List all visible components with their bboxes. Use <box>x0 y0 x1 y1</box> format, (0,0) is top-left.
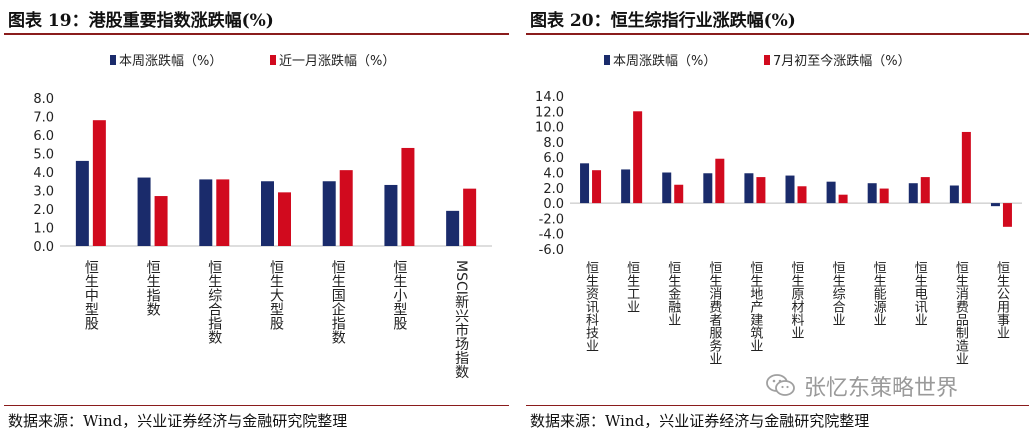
right-bar-week-2 <box>662 172 672 204</box>
right-bar-chart: 本周涨跌幅（%） 7月初至今涨跌幅（%） 14.012.010.08.06.04.0… <box>535 53 1022 365</box>
left-bar-period-1 <box>154 196 168 246</box>
left-bar-period-5 <box>401 147 415 246</box>
right-category-label: 恒生能源业 <box>871 261 887 326</box>
right-bar-period-9 <box>961 131 971 204</box>
right-category-label: 恒生地产建筑业 <box>747 261 763 352</box>
left-bar-period-3 <box>278 192 291 246</box>
left-ytick-label: 1.0 <box>33 222 54 237</box>
right-legend-swatch-1 <box>764 55 770 65</box>
right-bar-period-7 <box>879 188 889 204</box>
right-bar-period-2 <box>674 184 684 204</box>
right-bar-week-8 <box>908 183 918 204</box>
left-category-label: 恒生综合指数 <box>206 260 222 344</box>
right-ytick-label: 2.0 <box>543 182 564 197</box>
right-category-label: 恒生综合业 <box>830 261 846 326</box>
right-bar-week-1 <box>621 169 631 204</box>
right-bar-week-10 <box>990 203 1000 207</box>
right-bar-week-4 <box>744 173 754 204</box>
left-bar-week-2 <box>199 179 213 246</box>
right-source-rule <box>526 405 1029 406</box>
right-bar-period-5 <box>797 186 807 204</box>
right-bar-week-0 <box>580 163 590 204</box>
right-bar-week-6 <box>826 181 836 204</box>
watermark: 张忆东策略世界 <box>766 371 958 401</box>
left-bar-week-3 <box>261 181 274 246</box>
left-category-label: 恒生小型股 <box>391 260 407 331</box>
right-bar-week-9 <box>949 185 959 204</box>
right-bar-period-3 <box>715 158 725 204</box>
right-title-rule <box>526 33 1029 35</box>
left-category-label: 恒生指数 <box>145 260 161 316</box>
left-title-rule <box>4 33 509 35</box>
left-ytick-label: 5.0 <box>33 148 54 163</box>
left-ytick-label: 4.0 <box>33 166 54 181</box>
right-category-label: 恒生消费者服务业 <box>706 261 722 365</box>
right-legend-label-1: 7月初至今涨跌幅（%） <box>773 53 911 69</box>
right-ytick-label: 4.0 <box>543 167 564 182</box>
right-bar-period-8 <box>920 177 930 204</box>
left-category-label: MSCI新兴市场指数 <box>453 260 469 379</box>
left-legend-swatch-1 <box>270 55 276 65</box>
right-bar-week-3 <box>703 173 713 204</box>
right-category-label: 恒生公用事业 <box>994 261 1010 339</box>
right-category-label: 恒生消费品制造业 <box>953 261 969 365</box>
left-bar-week-4 <box>322 181 336 246</box>
right-bar-period-1 <box>633 111 643 204</box>
right-figure-panel: 图表 20：恒生综指行业涨跌幅(%) 本周涨跌幅（%） 7月初至今涨跌幅（%） 14… <box>522 0 1035 433</box>
right-bar-period-6 <box>838 194 848 204</box>
left-ytick-label: 6.0 <box>33 129 54 144</box>
left-bar-period-4 <box>339 170 353 246</box>
left-figure-panel: 图表 19：港股重要指数涨跌幅(%) 本周涨跌幅（%） 近一月涨跌幅（%） 8.0 7… <box>0 0 515 433</box>
right-ytick-label: 10.0 <box>535 121 564 136</box>
right-legend-label-0: 本周涨跌幅（%） <box>613 53 716 69</box>
left-bar-period-2 <box>216 179 230 246</box>
left-bar-chart: 本周涨跌幅（%） 近一月涨跌幅（%） 8.0 7.0 6.0 5.0 4.0 3.0 2.0 1.… <box>33 53 492 379</box>
watermark-text: 张忆东策略世界 <box>804 376 959 401</box>
right-ytick-label: -2.0 <box>539 212 564 227</box>
left-category-label: 恒生大型股 <box>268 260 284 331</box>
left-category-label: 恒生中型股 <box>83 260 99 331</box>
right-category-label: 恒生工业 <box>624 261 640 313</box>
right-figure-title: 图表 20：恒生综指行业涨跌幅(%) <box>530 11 796 31</box>
left-ytick-label: 8.0 <box>33 92 54 107</box>
right-category-label: 恒生资讯科技业 <box>583 261 599 352</box>
left-ytick-label: 3.0 <box>33 185 54 200</box>
right-legend-swatch-0 <box>604 55 610 65</box>
right-bar-period-0 <box>592 170 602 204</box>
left-source-note: 数据来源：Wind，兴业证券经济与金融研究院整理 <box>8 412 348 430</box>
left-ytick-label: 2.0 <box>33 203 54 218</box>
left-category-label: 恒生国企指数 <box>330 260 346 344</box>
right-bar-week-5 <box>785 175 795 204</box>
left-bar-period-6 <box>463 188 477 246</box>
right-ytick-label: 0.0 <box>543 197 564 212</box>
wechat-icon <box>766 374 795 396</box>
right-ytick-label: 6.0 <box>543 151 564 166</box>
right-ytick-label: 8.0 <box>543 136 564 151</box>
right-ytick-label: -4.0 <box>539 228 564 243</box>
right-category-label: 恒生原材料业 <box>789 261 805 339</box>
right-category-label: 恒生电讯业 <box>912 261 928 326</box>
right-ytick-label: 14.0 <box>535 90 564 105</box>
left-bar-week-0 <box>75 160 89 246</box>
left-legend-label-0: 本周涨跌幅（%） <box>119 53 222 69</box>
right-bar-period-4 <box>756 177 766 204</box>
left-legend-label-1: 近一月涨跌幅（%） <box>279 53 395 69</box>
right-bar-week-7 <box>867 183 877 204</box>
left-bar-week-1 <box>137 177 151 246</box>
right-category-label: 恒生金融业 <box>665 261 681 326</box>
right-bar-period-10 <box>1002 203 1012 227</box>
left-source-rule <box>4 405 509 406</box>
left-ytick-label: 0.0 <box>33 240 54 255</box>
left-ytick-label: 7.0 <box>33 111 54 126</box>
right-ytick-label: 12.0 <box>535 105 564 120</box>
right-ytick-label: -6.0 <box>539 243 564 258</box>
left-legend-swatch-0 <box>110 55 116 65</box>
left-bar-week-6 <box>446 210 460 246</box>
left-bar-period-0 <box>92 120 106 246</box>
right-source-note: 数据来源：Wind，兴业证券经济与金融研究院整理 <box>530 412 870 430</box>
left-figure-title: 图表 19：港股重要指数涨跌幅(%) <box>8 11 274 31</box>
left-bar-week-5 <box>384 184 398 246</box>
